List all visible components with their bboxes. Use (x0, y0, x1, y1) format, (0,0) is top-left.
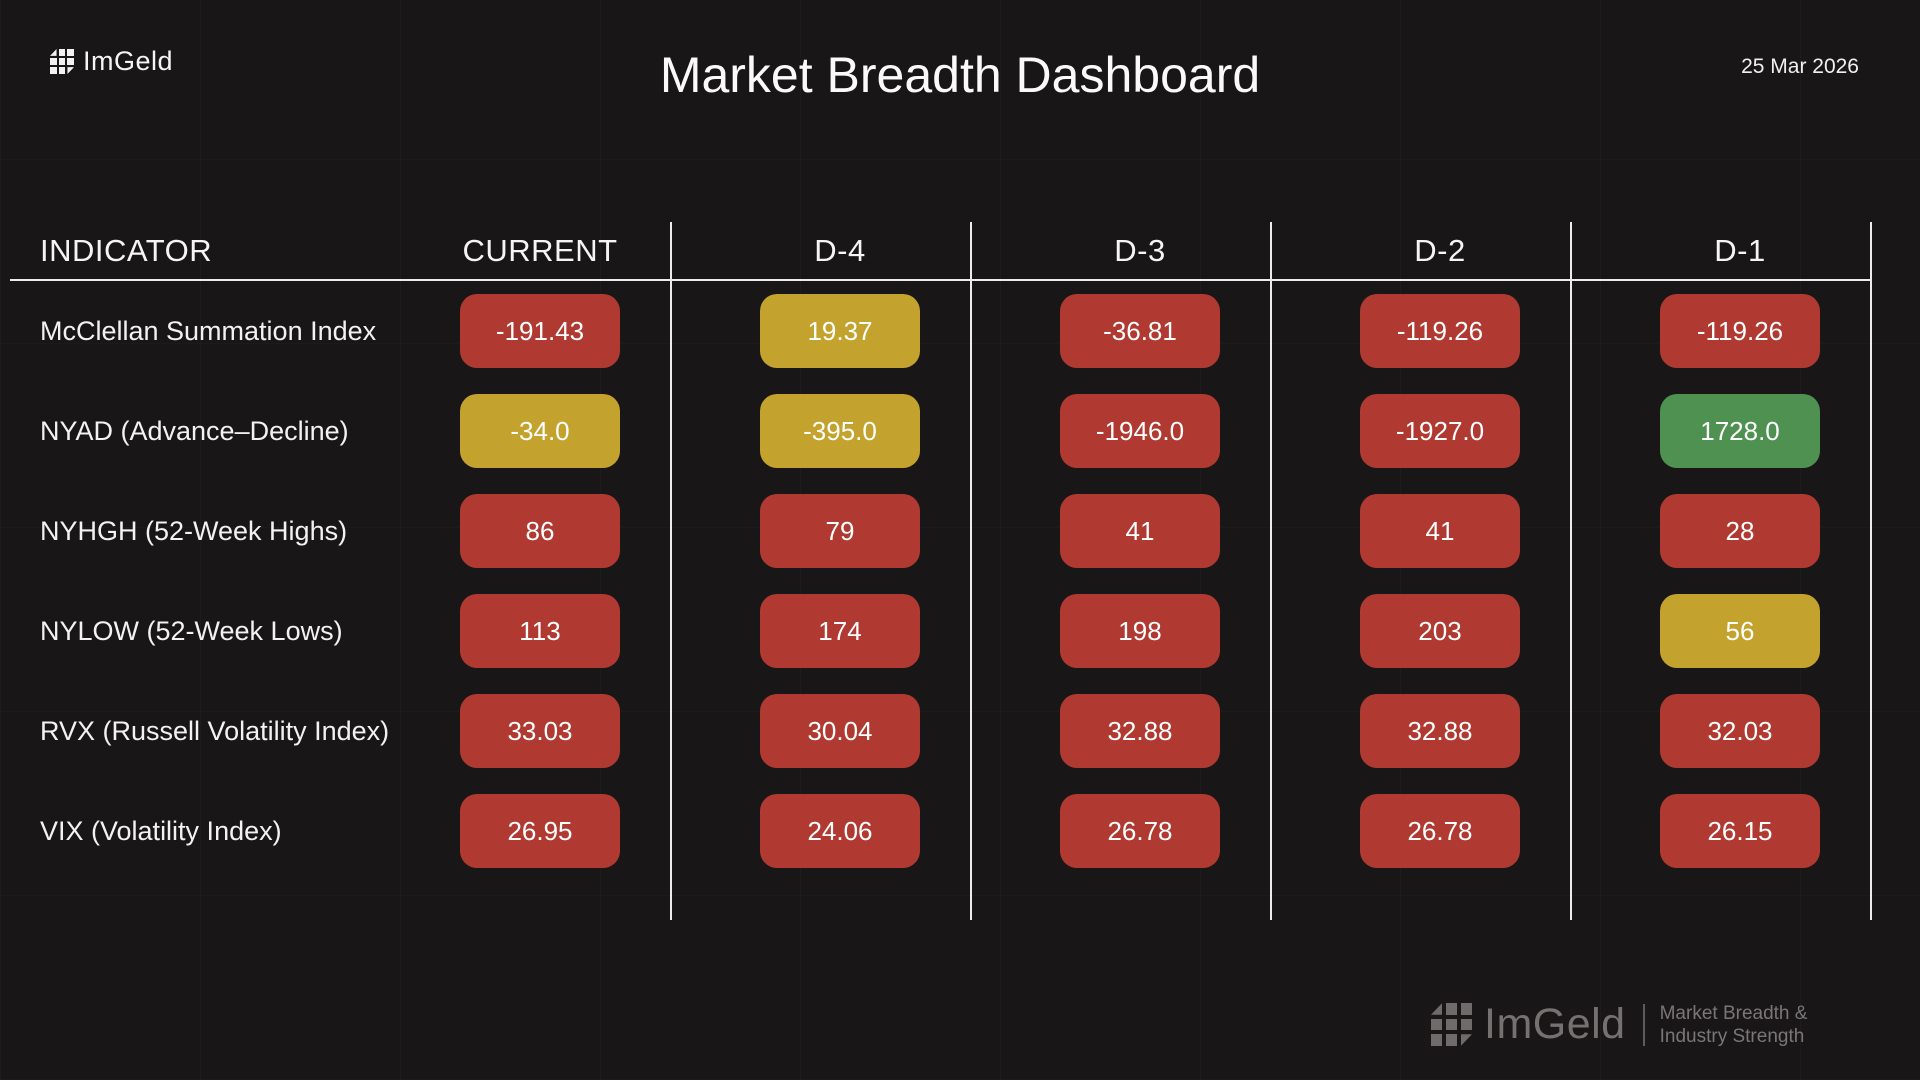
value-cell: -1946.0 (990, 394, 1290, 468)
value-cell: 41 (1290, 494, 1590, 568)
value-badge: 32.88 (1060, 694, 1220, 768)
table-row: VIX (Volatility Index) 26.95 24.06 26.78 26.… (40, 781, 1890, 881)
value-badge: 56 (1660, 594, 1820, 668)
value-badge: -191.43 (460, 294, 620, 368)
value-cell: 56 (1590, 594, 1890, 668)
value-cell: 26.78 (1290, 794, 1590, 868)
value-badge: 26.95 (460, 794, 620, 868)
indicator-label: NYAD (Advance–Decline) (40, 415, 349, 446)
value-cell: 41 (990, 494, 1290, 568)
value-cell: 26.78 (990, 794, 1290, 868)
value-badge: 1728.0 (1660, 394, 1820, 468)
value-cell: 32.03 (1590, 694, 1890, 768)
brand-name: ImGeld (83, 46, 174, 76)
value-badge: -119.26 (1660, 294, 1820, 368)
value-cell: -119.26 (1290, 294, 1590, 368)
value-badge: 41 (1060, 494, 1220, 568)
value-badge: 24.06 (760, 794, 920, 868)
value-badge: 30.04 (760, 694, 920, 768)
value-badge: -395.0 (760, 394, 920, 468)
value-badge: 86 (460, 494, 620, 568)
value-cell: 32.88 (1290, 694, 1590, 768)
value-cell: 33.03 (390, 694, 690, 768)
value-cell: 203 (1290, 594, 1590, 668)
value-badge: 19.37 (760, 294, 920, 368)
value-badge: 33.03 (460, 694, 620, 768)
indicator-label: NYLOW (52-Week Lows) (40, 615, 343, 646)
table-body: McClellan Summation Index -191.43 19.37 -36… (40, 281, 1890, 881)
value-cell: 174 (690, 594, 990, 668)
indicator-label: RVX (Russell Volatility Index) (40, 715, 390, 746)
indicator-label: McClellan Summation Index (40, 315, 377, 346)
value-cell: 26.95 (390, 794, 690, 868)
value-cell: -191.43 (390, 294, 690, 368)
value-cell: -119.26 (1590, 294, 1890, 368)
column-divider (970, 222, 972, 920)
header-divider-line (10, 279, 1872, 281)
value-badge: 26.78 (1360, 794, 1520, 868)
column-header-d-3: D-3 (1114, 233, 1166, 268)
value-badge: 26.15 (1660, 794, 1820, 868)
value-badge: 26.78 (1060, 794, 1220, 868)
value-badge: -34.0 (460, 394, 620, 468)
table-row: McClellan Summation Index -191.43 19.37 -36… (40, 281, 1890, 381)
page-title: Market Breadth Dashboard (659, 47, 1261, 103)
value-cell: -1927.0 (1290, 394, 1590, 468)
value-cell: 30.04 (690, 694, 990, 768)
value-badge: -1927.0 (1360, 394, 1520, 468)
column-header-d-1: D-1 (1714, 233, 1766, 268)
value-cell: 32.88 (990, 694, 1290, 768)
table-row: NYHGH (52-Week Highs) 86 79 41 41 28 (40, 481, 1890, 581)
column-header-d-4: D-4 (814, 233, 866, 268)
value-cell: 28 (1590, 494, 1890, 568)
brand-logo: ImGeld (50, 46, 173, 77)
value-cell: 19.37 (690, 294, 990, 368)
value-badge: -36.81 (1060, 294, 1220, 368)
footer-divider (1642, 1003, 1645, 1046)
value-badge: 41 (1360, 494, 1520, 568)
value-badge: 28 (1660, 494, 1820, 568)
column-header-current: CURRENT (462, 233, 618, 268)
value-cell: -395.0 (690, 394, 990, 468)
column-divider (1870, 222, 1872, 920)
column-divider (1270, 222, 1272, 920)
grid-logo-icon (50, 49, 74, 74)
indicator-label: VIX (Volatility Index) (40, 815, 282, 846)
report-date: 25 Mar 2026 (1741, 55, 1859, 78)
column-header-indicator: INDICATOR (40, 233, 213, 268)
column-divider (670, 222, 672, 920)
column-divider (1570, 222, 1572, 920)
value-cell: -34.0 (390, 394, 690, 468)
value-badge: 32.88 (1360, 694, 1520, 768)
value-cell: 1728.0 (1590, 394, 1890, 468)
table-row: RVX (Russell Volatility Index) 33.03 30.04… (40, 681, 1890, 781)
value-cell: 26.15 (1590, 794, 1890, 868)
value-badge: 203 (1360, 594, 1520, 668)
value-badge: -119.26 (1360, 294, 1520, 368)
column-header-d-2: D-2 (1414, 233, 1466, 268)
value-badge: 32.03 (1660, 694, 1820, 768)
value-badge: 113 (460, 594, 620, 668)
indicator-label: NYHGH (52-Week Highs) (40, 515, 348, 546)
value-badge: -1946.0 (1060, 394, 1220, 468)
grid-logo-icon (1431, 1003, 1472, 1046)
footer-brand: ImGeld Market Breadth & Industry Strengt… (1431, 1000, 1807, 1049)
value-badge: 79 (760, 494, 920, 568)
value-cell: 24.06 (690, 794, 990, 868)
table-row: NYAD (Advance–Decline) -34.0 -395.0 -1946.0… (40, 381, 1890, 481)
table-row: NYLOW (52-Week Lows) 113 174 198 203 56 (40, 581, 1890, 681)
value-badge: 174 (760, 594, 920, 668)
value-cell: 198 (990, 594, 1290, 668)
value-cell: 86 (390, 494, 690, 568)
value-cell: 79 (690, 494, 990, 568)
footer-tagline: Market Breadth & Industry Strength (1659, 1002, 1808, 1047)
table-header-row: INDICATOR CURRENT D-4 D-3 D-2 D-1 (40, 222, 1890, 280)
value-cell: -36.81 (990, 294, 1290, 368)
value-badge: 198 (1060, 594, 1220, 668)
footer-brand-name: ImGeld (1484, 1000, 1626, 1048)
value-cell: 113 (390, 594, 690, 668)
